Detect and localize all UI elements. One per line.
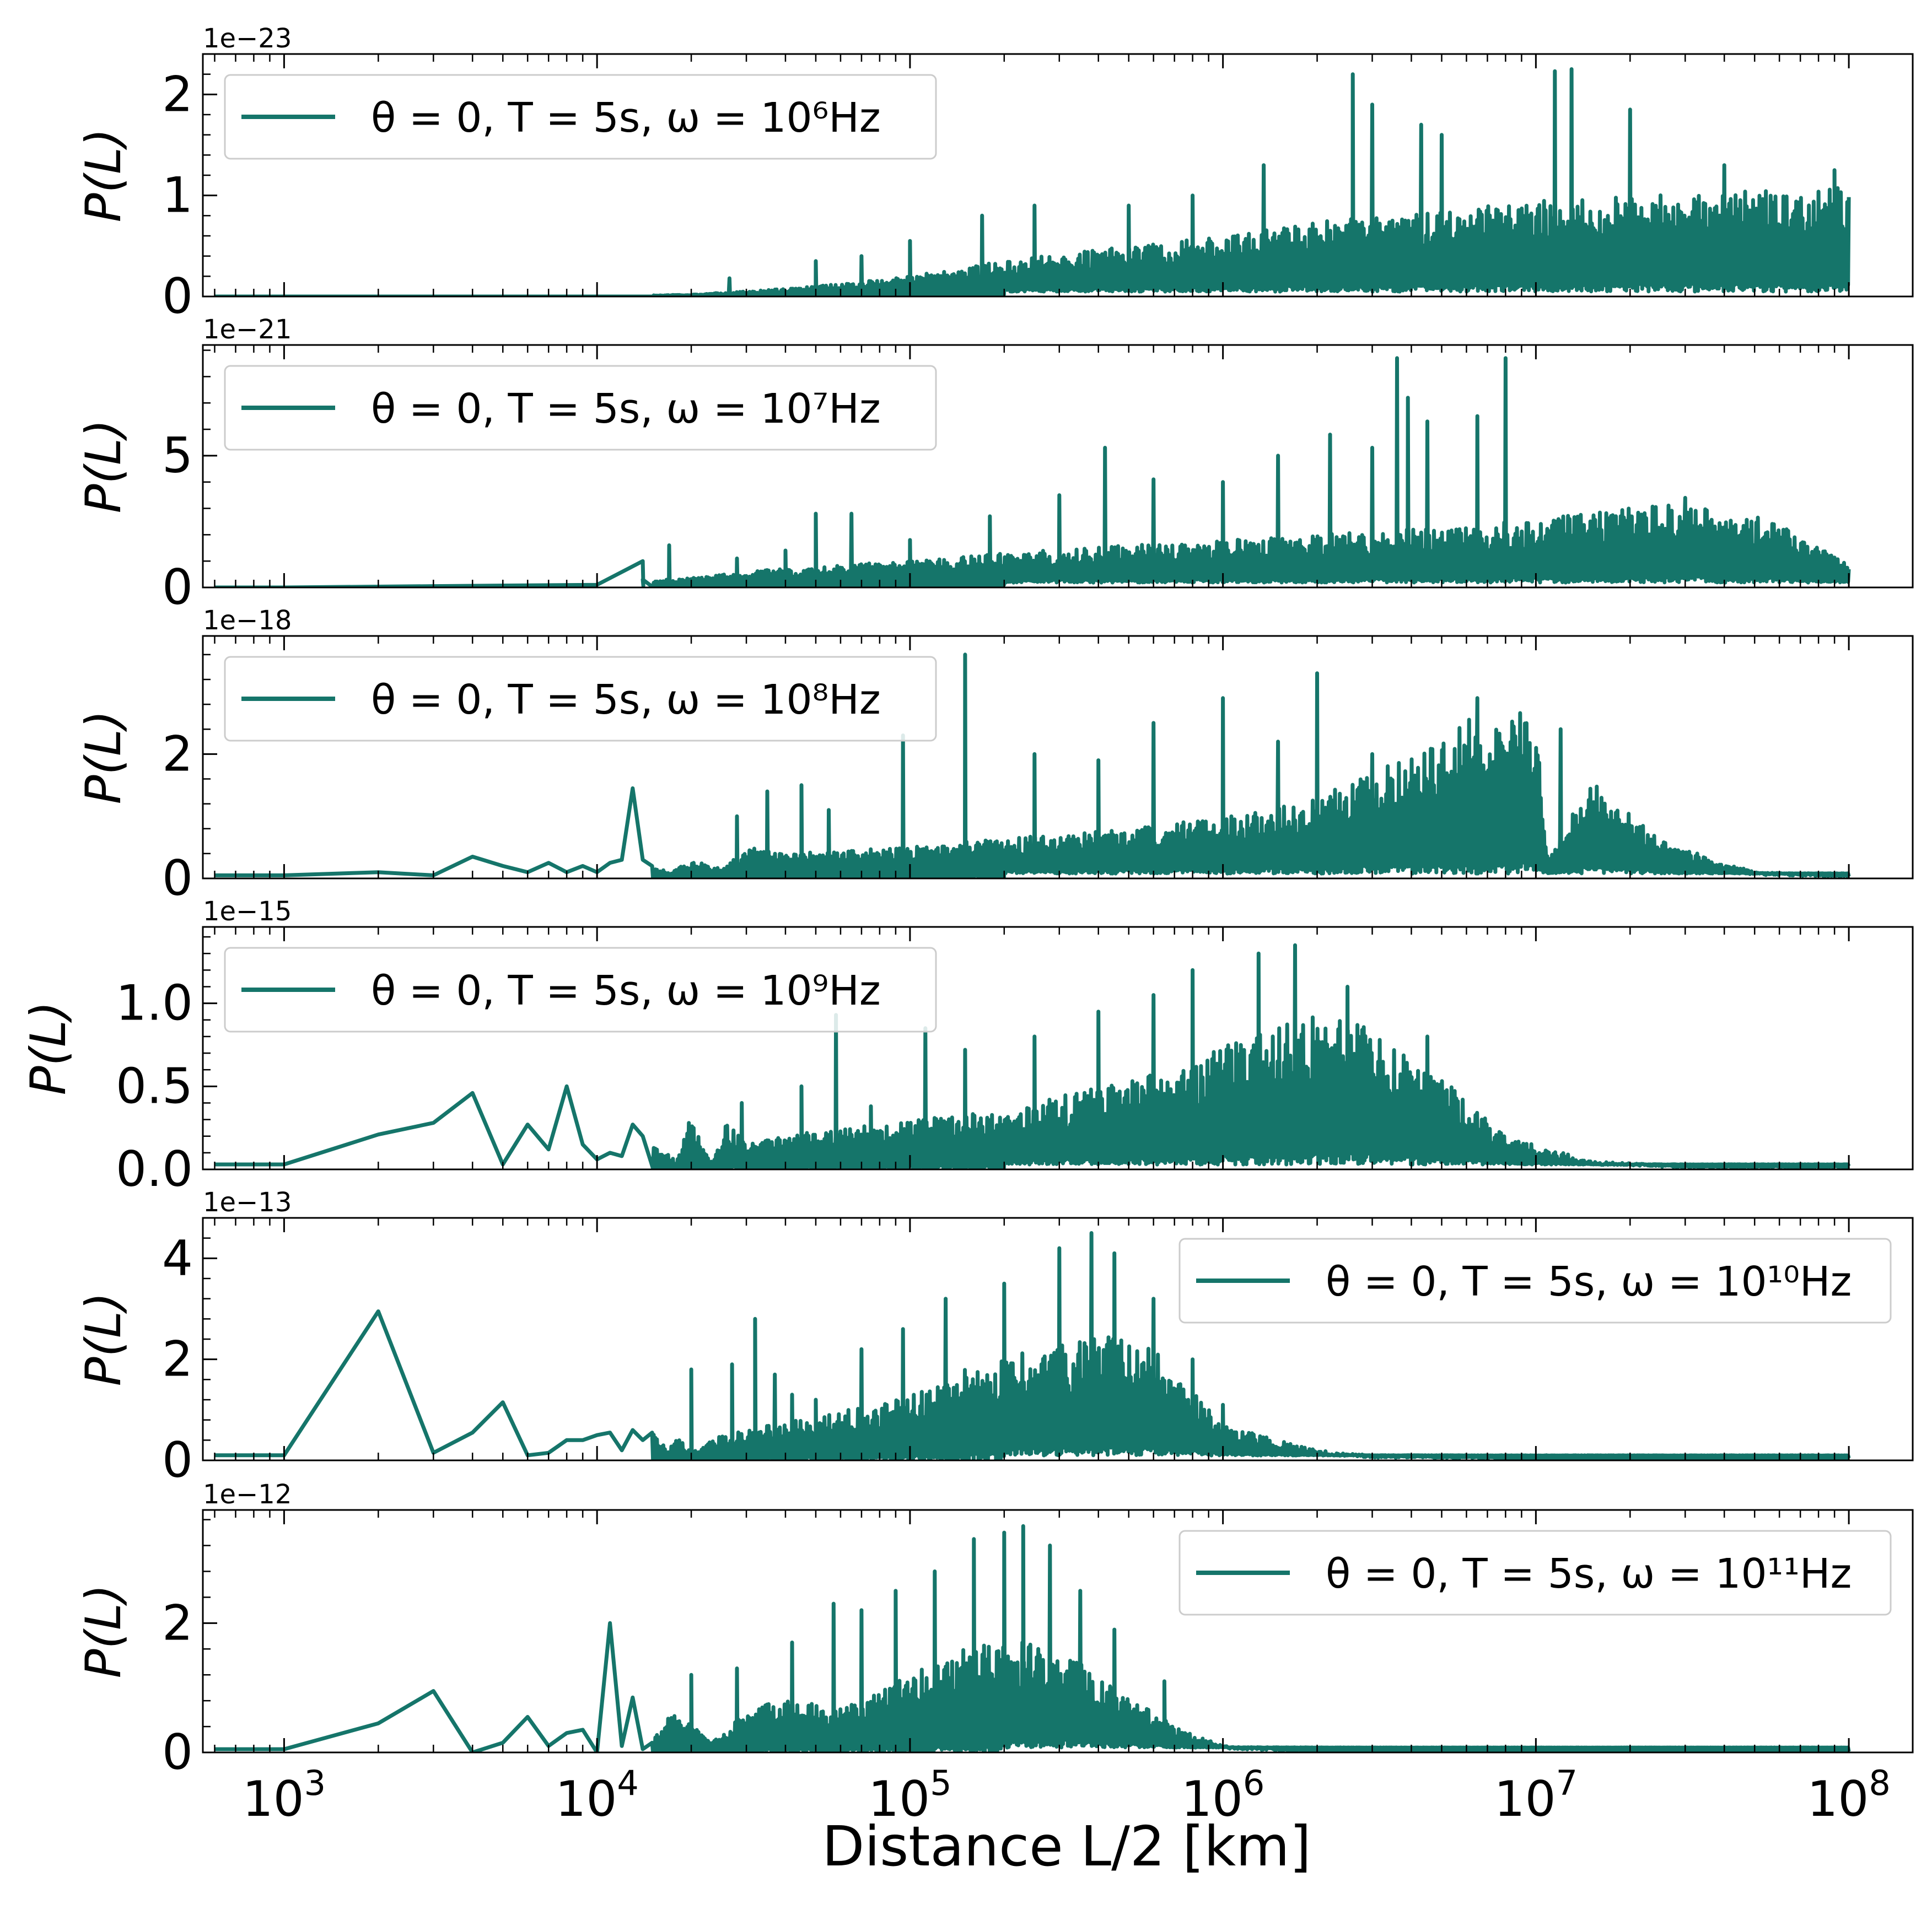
x-axis-label: Distance L/2 [km]	[822, 1814, 1311, 1879]
plot-frame	[202, 635, 1914, 880]
x-tick-label: 103	[243, 1763, 326, 1827]
legend-label: θ = 0, T = 5s, ω = 10¹⁰Hz	[1326, 1258, 1852, 1306]
offset-text: 1e−12	[203, 1479, 292, 1510]
subplot-1: 0 1 2 1e−23 P(L) θ = 0, T = 5s, ω = 10⁶Hz	[75, 23, 1914, 325]
x-tick-label: 105	[868, 1763, 951, 1827]
y-tick-label: 0	[162, 559, 193, 616]
subplot-stack: 0 1 2 1e−23 P(L) θ = 0, T = 5s, ω = 10⁶Hz 0 5 1e…	[20, 23, 1914, 1781]
subplot-4: 0.0 0.5 1.0 1e−15 P(L) θ = 0, T = 5s, ω = 10⁹…	[20, 896, 1914, 1197]
legend-label: θ = 0, T = 5s, ω = 10⁸Hz	[371, 676, 881, 724]
legend-label: θ = 0, T = 5s, ω = 10⁶Hz	[371, 94, 881, 142]
y-tick-label: 2	[162, 66, 193, 122]
y-axis-label: P(L)	[75, 1584, 132, 1679]
offset-text: 1e−23	[203, 23, 292, 54]
series-line	[214, 356, 1851, 587]
y-axis-label: P(L)	[75, 128, 132, 223]
legend-label: θ = 0, T = 5s, ω = 10⁹Hz	[371, 967, 881, 1015]
offset-text: 1e−21	[203, 314, 292, 345]
y-axis-label: P(L)	[20, 1001, 77, 1096]
y-axis-label: P(L)	[75, 419, 132, 514]
y-tick-label: 0.0	[116, 1141, 193, 1197]
legend: θ = 0, T = 5s, ω = 10⁷Hz	[224, 365, 937, 451]
subplot-5: 0 2 4 1e−13 P(L) θ = 0, T = 5s, ω = 10¹⁰Hz	[75, 1187, 1914, 1488]
plot-frame	[202, 1509, 1914, 1754]
offset-text: 1e−18	[203, 605, 292, 636]
plot-frame	[202, 926, 1914, 1170]
series-line	[214, 1524, 1851, 1752]
legend-box	[224, 656, 937, 742]
subplot-2: 0 5 1e−21 P(L) θ = 0, T = 5s, ω = 10⁷Hz	[75, 314, 1914, 616]
y-axis-label: P(L)	[75, 1292, 132, 1387]
y-tick-label: 0	[162, 1432, 193, 1488]
y-tick-label: 5	[162, 427, 193, 484]
legend: θ = 0, T = 5s, ω = 10¹¹Hz	[1178, 1530, 1892, 1616]
legend-box	[1178, 1530, 1892, 1616]
x-tick-label: 104	[555, 1763, 638, 1827]
y-tick-label: 0	[162, 1724, 193, 1781]
series-line	[214, 67, 1851, 296]
x-tick-label: 106	[1181, 1763, 1264, 1827]
y-tick-label: 0	[162, 850, 193, 907]
x-tick-label: 107	[1494, 1763, 1578, 1827]
series-line	[214, 652, 1851, 878]
legend-box	[224, 365, 937, 451]
y-tick-label: 2	[162, 725, 193, 782]
legend-label: θ = 0, T = 5s, ω = 10¹¹Hz	[1326, 1550, 1852, 1598]
y-tick-label: 2	[162, 1594, 193, 1651]
series-line	[214, 1231, 1851, 1460]
x-tick-label: 108	[1807, 1763, 1890, 1827]
y-tick-label: 0	[162, 268, 193, 325]
legend: θ = 0, T = 5s, ω = 10⁹Hz	[224, 947, 937, 1033]
legend-box	[224, 74, 937, 160]
y-tick-label: 4	[162, 1229, 193, 1286]
y-tick-label: 0.5	[116, 1058, 193, 1114]
subplot-6: 0 2 1e−12 P(L) θ = 0, T = 5s, ω = 10¹¹Hz	[75, 1479, 1914, 1781]
y-tick-label: 2	[162, 1331, 193, 1388]
shared-x-axis: 103 104 105 106 107 108	[243, 1763, 1891, 1827]
legend-label: θ = 0, T = 5s, ω = 10⁷Hz	[371, 385, 881, 433]
legend-box	[1178, 1238, 1892, 1324]
legend: θ = 0, T = 5s, ω = 10⁶Hz	[224, 74, 937, 160]
y-axis-label: P(L)	[75, 710, 132, 805]
subplot-3: 0 2 1e−18 P(L) θ = 0, T = 5s, ω = 10⁸Hz	[75, 605, 1914, 907]
legend: θ = 0, T = 5s, ω = 10¹⁰Hz	[1178, 1238, 1892, 1324]
legend: θ = 0, T = 5s, ω = 10⁸Hz	[224, 656, 937, 742]
plot-frame	[202, 344, 1914, 589]
y-tick-label: 1	[162, 167, 193, 224]
y-tick-label: 1.0	[116, 975, 193, 1032]
offset-text: 1e−13	[203, 1187, 292, 1218]
legend-box	[224, 947, 937, 1033]
offset-text: 1e−15	[203, 896, 292, 927]
